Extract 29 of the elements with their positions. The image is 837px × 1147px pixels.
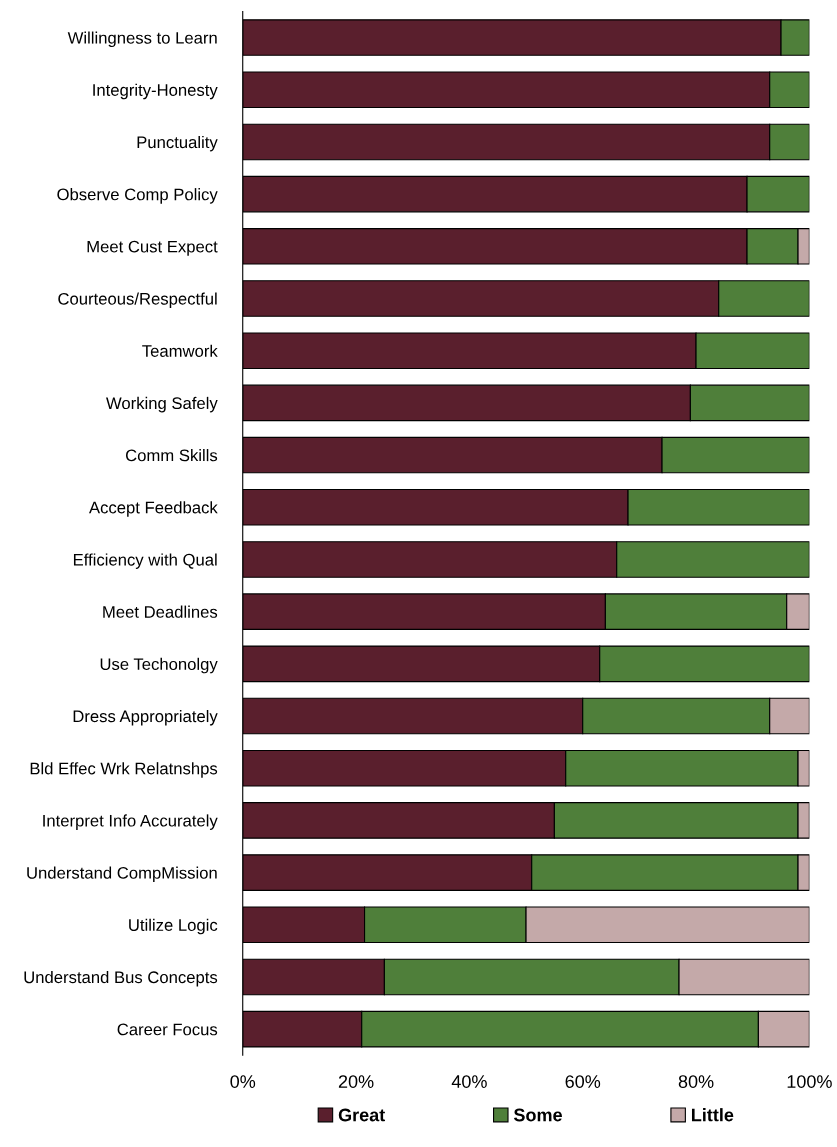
x-tick-label: 80%	[678, 1075, 714, 1088]
y-tick-label: Integrity-Honesty	[93, 83, 218, 100]
x-tick-label: 20%	[338, 1075, 374, 1088]
y-tick-label: Use Techonolgy	[100, 657, 218, 674]
y-tick-label: Teamwork	[142, 344, 218, 357]
x-tick-label: 100%	[787, 1075, 832, 1088]
x-tick-label: 0%	[230, 1075, 256, 1088]
legend-label: Great	[338, 1108, 386, 1122]
y-tick-label: Career Focus	[117, 1023, 218, 1036]
y-tick-label: Accept Feedback	[89, 501, 218, 517]
legend-label: Little	[691, 1108, 734, 1122]
y-tick-label: Understand CompMission	[27, 866, 217, 883]
y-tick-label: Willingness to Learn	[67, 31, 217, 48]
y-tick-label: Punctuality	[137, 135, 218, 152]
legend-label: Some	[513, 1108, 562, 1122]
y-tick-label: Dress Appropriately	[73, 709, 218, 726]
y-tick-label: Understand Bus Concepts	[24, 970, 218, 987]
y-tick-label: Meet Cust Expect	[87, 240, 218, 256]
y-tick-label: Bld Effec Wrk Relatnshps	[30, 762, 218, 778]
y-tick-label: Courteous/Respectful	[58, 292, 217, 308]
y-tick-label: Observe Comp Policy	[57, 188, 218, 204]
y-tick-label: Working Safely	[106, 396, 218, 413]
x-tick-label: 40%	[451, 1075, 487, 1088]
y-tick-label: Efficiency with Qual	[73, 553, 217, 569]
y-tick-label: Interpret Info Accurately	[43, 814, 218, 830]
y-tick-label: Utilize Logic	[129, 918, 218, 935]
x-tick-label: 60%	[565, 1075, 601, 1088]
y-tick-label: Comm Skills	[125, 449, 218, 462]
y-tick-label: Meet Deadlines	[103, 605, 218, 618]
